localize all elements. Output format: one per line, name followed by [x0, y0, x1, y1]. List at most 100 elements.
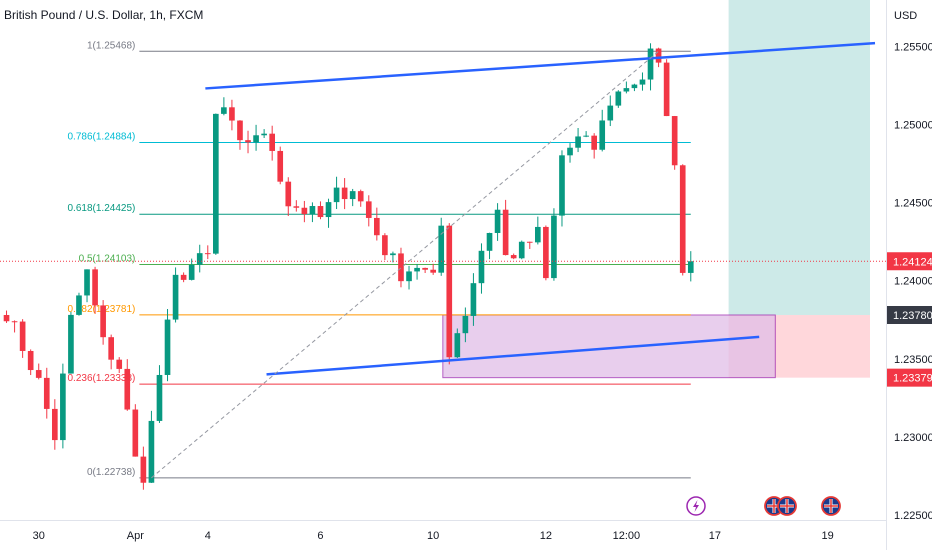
candle[interactable]	[84, 269, 90, 303]
candle[interactable]	[639, 72, 646, 91]
candle-body	[333, 187, 340, 203]
candle[interactable]	[188, 258, 195, 281]
fib-anchor-line[interactable]	[151, 50, 659, 479]
candle[interactable]	[76, 292, 82, 316]
candle[interactable]	[357, 189, 364, 207]
candle[interactable]	[92, 266, 98, 314]
candle[interactable]	[567, 143, 573, 163]
candle[interactable]	[52, 399, 58, 450]
flash-event-icon[interactable]	[686, 496, 706, 516]
candle[interactable]	[269, 125, 275, 161]
candle[interactable]	[526, 241, 533, 249]
candle[interactable]	[221, 97, 227, 116]
upper-trendline[interactable]	[205, 41, 876, 90]
candle[interactable]	[406, 265, 412, 290]
candle[interactable]	[623, 81, 630, 94]
candle[interactable]	[470, 273, 477, 326]
candle[interactable]	[19, 319, 26, 358]
candle[interactable]	[156, 365, 163, 423]
candle[interactable]	[301, 200, 308, 223]
candle[interactable]	[382, 233, 388, 261]
candle[interactable]	[341, 178, 348, 210]
candle[interactable]	[486, 232, 493, 260]
candle[interactable]	[422, 267, 428, 273]
lower-trendline[interactable]	[266, 335, 760, 376]
candle[interactable]	[68, 311, 74, 374]
candle[interactable]	[333, 176, 340, 210]
candle[interactable]	[309, 202, 316, 223]
candle[interactable]	[374, 207, 380, 241]
demand-zone-rectangle[interactable]	[442, 314, 776, 379]
candle-body	[124, 368, 131, 410]
candle[interactable]	[631, 83, 638, 92]
candle[interactable]	[414, 263, 420, 280]
candle[interactable]	[172, 267, 179, 323]
candle-body	[204, 253, 211, 255]
candle[interactable]	[390, 251, 396, 263]
candle[interactable]	[116, 357, 123, 374]
candle[interactable]	[663, 59, 670, 117]
candle[interactable]	[213, 113, 219, 255]
candle[interactable]	[100, 300, 106, 345]
candle[interactable]	[27, 349, 34, 376]
candle[interactable]	[108, 334, 114, 370]
candle[interactable]	[583, 131, 589, 138]
candle[interactable]	[535, 216, 541, 245]
candle[interactable]	[349, 188, 356, 207]
candle[interactable]	[462, 307, 469, 343]
candle[interactable]	[615, 90, 622, 108]
candle[interactable]	[35, 363, 42, 380]
candle[interactable]	[229, 99, 235, 131]
candle[interactable]	[502, 199, 509, 256]
candle[interactable]	[647, 43, 654, 91]
candle[interactable]	[43, 367, 50, 419]
candle[interactable]	[180, 272, 187, 283]
candle[interactable]	[277, 146, 284, 185]
candle[interactable]	[398, 247, 404, 288]
candle[interactable]	[599, 109, 606, 152]
usd-flag-event-icon[interactable]	[777, 496, 797, 516]
candle[interactable]	[518, 240, 525, 260]
candle[interactable]	[293, 200, 300, 212]
candle[interactable]	[607, 95, 614, 127]
candle[interactable]	[575, 127, 581, 153]
candle[interactable]	[430, 263, 436, 275]
candle[interactable]	[494, 203, 501, 241]
candle[interactable]	[132, 404, 139, 457]
candle[interactable]	[261, 129, 267, 138]
candle[interactable]	[446, 223, 453, 365]
fib-level-label: 0.236(1.23338)	[68, 373, 136, 384]
candle[interactable]	[671, 115, 678, 170]
candle[interactable]	[124, 359, 131, 411]
candle[interactable]	[245, 130, 251, 154]
candle[interactable]	[148, 410, 155, 483]
candle-body	[27, 350, 34, 371]
gbp-flag-event-icon[interactable]	[821, 496, 841, 516]
candle[interactable]	[164, 308, 171, 382]
candle[interactable]	[365, 195, 372, 227]
candle[interactable]	[140, 446, 147, 490]
candle[interactable]	[204, 245, 211, 260]
candle[interactable]	[543, 225, 549, 281]
candle[interactable]	[679, 164, 686, 276]
candle[interactable]	[687, 251, 694, 282]
candle-body	[494, 209, 501, 233]
candle[interactable]	[237, 120, 243, 150]
candle[interactable]	[438, 217, 445, 276]
candle[interactable]	[317, 201, 324, 220]
candle[interactable]	[3, 310, 10, 323]
candle[interactable]	[551, 208, 557, 281]
candle[interactable]	[478, 243, 485, 294]
candle[interactable]	[285, 177, 292, 216]
candle[interactable]	[253, 124, 259, 151]
candle[interactable]	[11, 320, 18, 333]
candle[interactable]	[454, 328, 461, 359]
candle[interactable]	[559, 150, 565, 227]
candle[interactable]	[60, 363, 66, 449]
candle[interactable]	[591, 133, 597, 159]
candle-body	[100, 305, 106, 338]
candle[interactable]	[325, 198, 332, 228]
candle[interactable]	[510, 253, 517, 260]
candle[interactable]	[196, 244, 203, 273]
